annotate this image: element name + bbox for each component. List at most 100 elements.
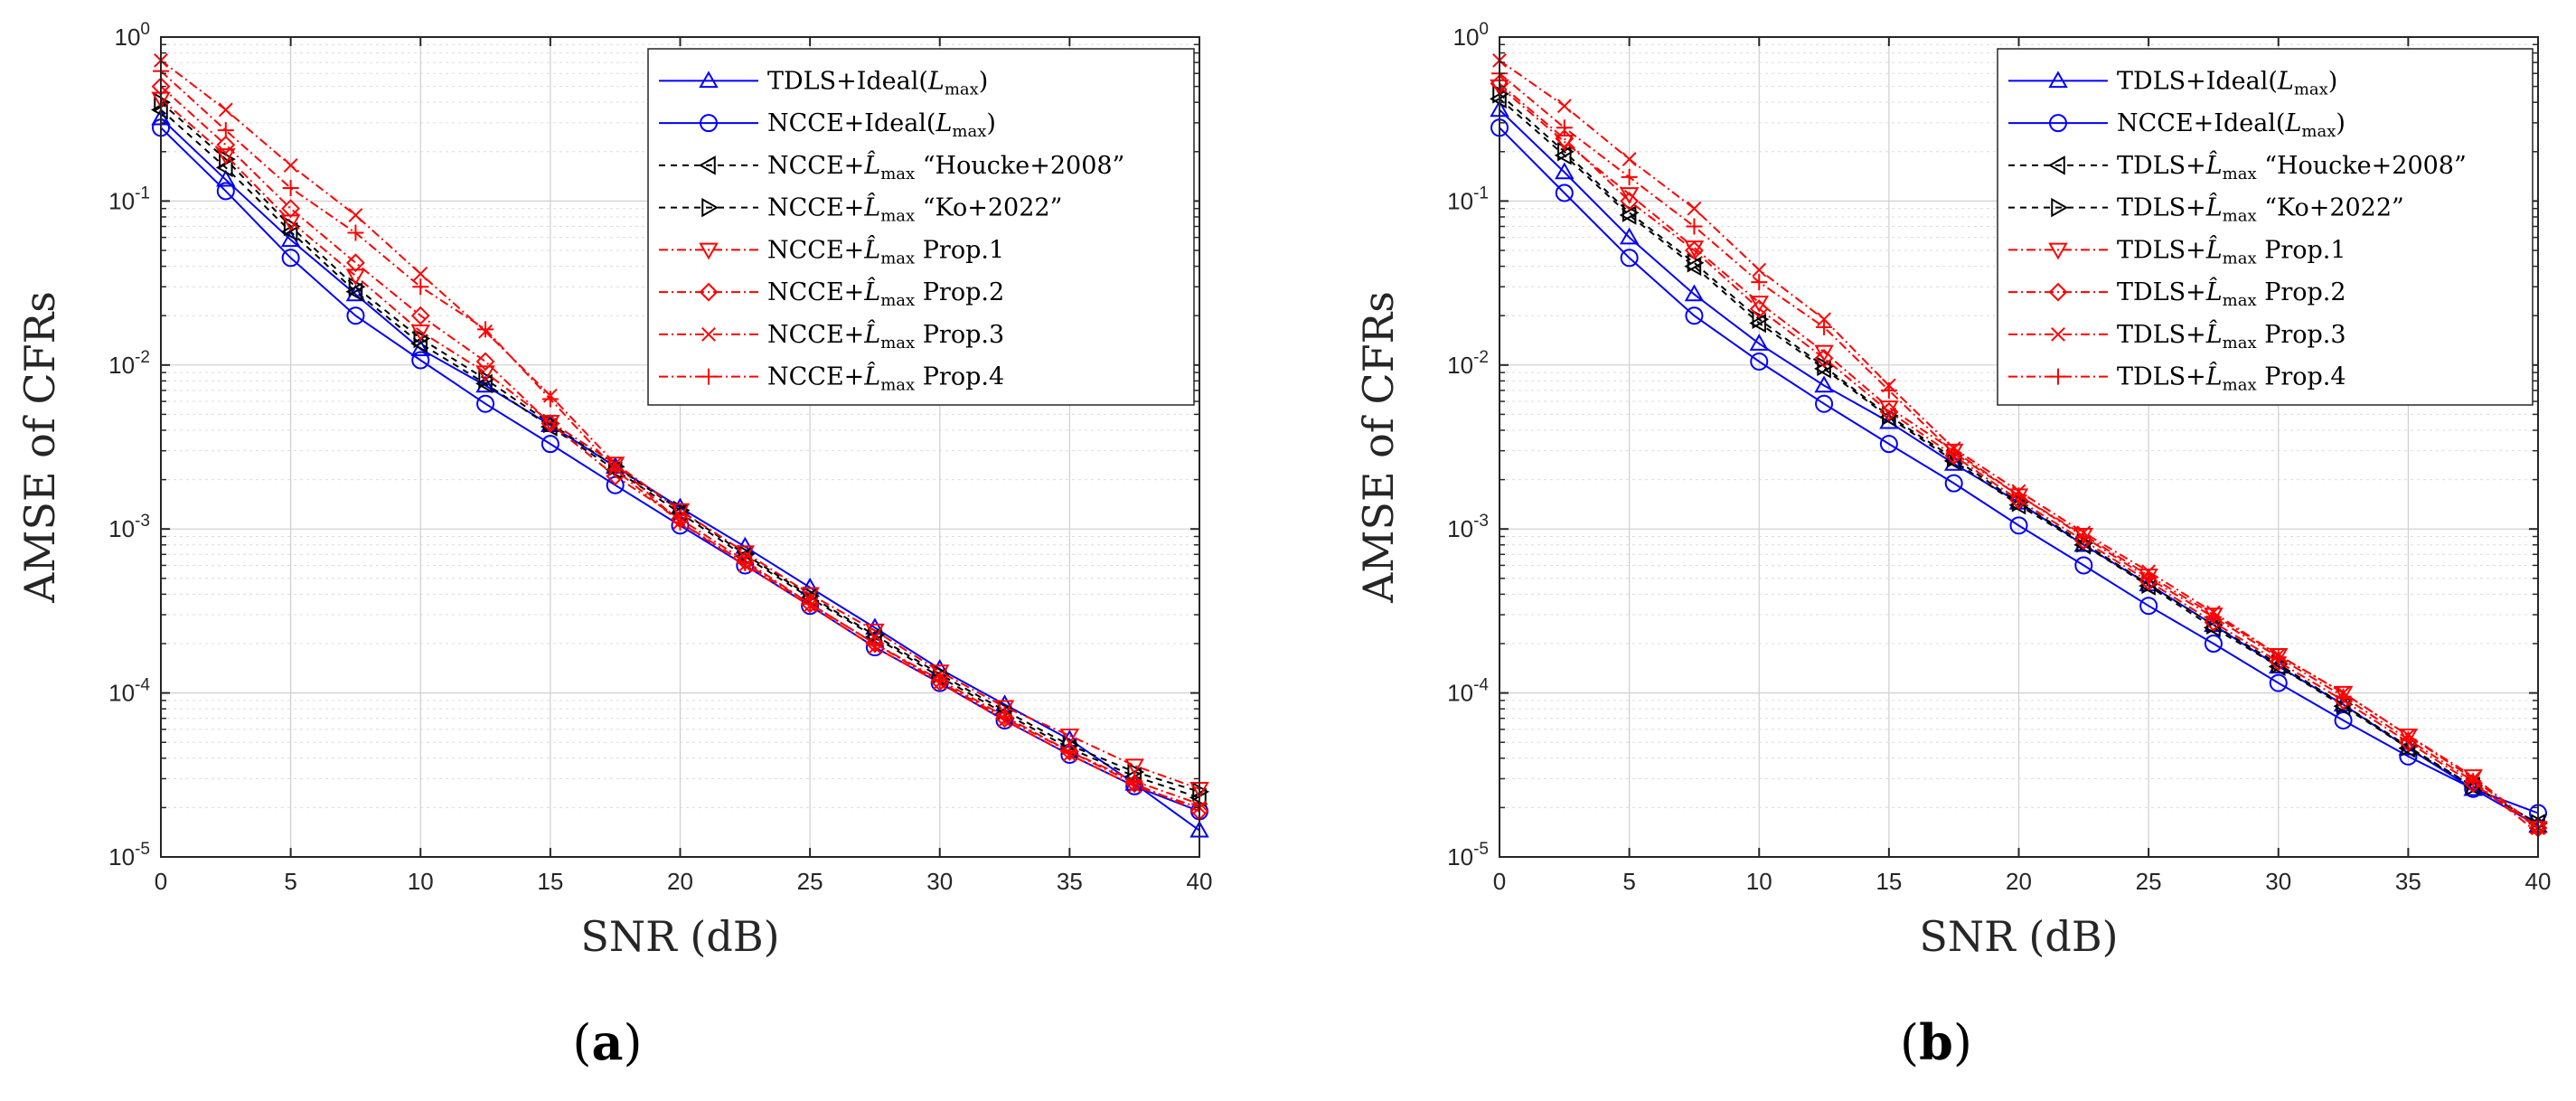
x-axis-label: SNR (dB): [1919, 912, 2118, 961]
legend-marker-6: [699, 282, 719, 302]
data-point-s5-9: [670, 503, 691, 521]
data-point-s5-11: [800, 587, 820, 605]
data-point-s6-5: [1749, 299, 1769, 319]
data-point-s4-6: [1817, 356, 1835, 377]
legend-label-2: NCCE+Ideal(Lmax): [767, 109, 996, 141]
y-tick-label: 10-5: [108, 840, 150, 870]
x-tick-label: 5: [1622, 868, 1635, 895]
legend-label-1: TDLS+Ideal(Lmax): [2117, 67, 2337, 99]
chart-panel-2: 0 5 10 15 20 25 30 35 40 100 10-1 10-2 10-3 10-4 10-5 S…: [1354, 20, 2551, 1071]
panel-label: (b): [1900, 1013, 1972, 1071]
data-point-s7-2: [1556, 99, 1572, 114]
y-tick-label: 100: [115, 20, 151, 51]
data-point-s8-14: [2335, 688, 2352, 705]
panel-label: (a): [572, 1013, 642, 1071]
data-point-s6-8: [606, 466, 625, 486]
data-point-s5-14: [2333, 685, 2354, 703]
data-point-s8-3: [282, 180, 299, 197]
data-point-s8-3: [1621, 168, 1638, 185]
data-point-s2-5: [1750, 352, 1769, 371]
data-point-s2-11: [2139, 597, 2158, 616]
data-point-s5-16: [2463, 769, 2483, 786]
data-point-s2-13: [2269, 673, 2288, 692]
x-tick-label: 30: [926, 868, 953, 895]
data-point-s8-10: [737, 554, 754, 571]
data-point-s6-2: [1555, 129, 1575, 148]
data-point-s8-2: [217, 122, 234, 139]
series-group: [1489, 52, 2549, 842]
data-point-s7-3: [283, 158, 298, 173]
x-tick-label: 20: [2006, 868, 2032, 895]
data-point-s8-2: [1556, 119, 1573, 136]
data-point-s8-10: [2075, 528, 2092, 545]
data-point-s8-9: [2010, 487, 2027, 504]
data-point-s1-3: [1619, 227, 1640, 245]
data-point-s5-6: [475, 365, 495, 383]
y-tick-label: 10-2: [108, 348, 150, 379]
x-axis-label: SNR (dB): [580, 912, 779, 961]
data-point-s8-4: [1686, 218, 1703, 235]
data-point-s8-5: [412, 278, 429, 296]
data-point-s6-3: [1620, 191, 1640, 211]
data-point-s3-4: [1684, 256, 1702, 277]
data-point-s8-15: [1061, 743, 1078, 760]
legend-box: [647, 48, 1195, 406]
data-point-s8-13: [2270, 649, 2287, 666]
data-point-s6-7: [541, 414, 560, 433]
y-tick-label: 10-5: [1447, 840, 1489, 870]
y-tick-label: 10-4: [108, 676, 150, 707]
data-point-s8-13: [931, 672, 948, 689]
x-tick-label: 35: [1057, 868, 1083, 895]
y-tick-label: 10-3: [108, 512, 150, 542]
y-tick-label: 10-3: [1447, 512, 1489, 542]
data-point-s5-3: [1619, 187, 1640, 204]
legend-label-7: TDLS+L̂max Prop.3: [2117, 319, 2346, 353]
y-axis-label: AMSE of CFRs: [1354, 291, 1403, 604]
x-tick-label: 25: [2136, 868, 2162, 895]
y-tick-label: 10-1: [1447, 184, 1489, 214]
legend-marker-1: [699, 71, 719, 89]
series-line-6: [1499, 82, 2539, 829]
data-point-s8-7: [541, 391, 559, 408]
legend-label-8: TDLS+L̂max Prop.4: [2117, 362, 2346, 395]
data-point-s2-5: [411, 351, 430, 370]
series-line-5: [1499, 85, 2539, 829]
data-point-s5-12: [865, 623, 885, 641]
legend-marker-8: [2050, 368, 2066, 385]
data-point-s2-3: [281, 249, 300, 268]
legend-label-1: TDLS+Ideal(Lmax): [767, 67, 988, 99]
data-point-s2-12: [2204, 634, 2223, 653]
data-point-s6-6: [475, 352, 495, 372]
data-point-s2-10: [2074, 556, 2093, 575]
x-tick-label: 40: [1187, 868, 1213, 895]
data-point-s7-3: [1622, 152, 1637, 167]
legend-label-3: TDLS+L̂max “Houcke+2008”: [2117, 150, 2467, 184]
legend-marker-1: [2048, 71, 2068, 89]
legend-label-6: NCCE+L̂max Prop.2: [767, 277, 1004, 310]
data-point-s8-7: [1880, 381, 1897, 399]
legend-label-5: NCCE+L̂max Prop.1: [767, 234, 1004, 268]
data-point-s7-5: [413, 266, 428, 281]
data-point-s6-4: [346, 253, 365, 273]
legend-label-4: NCCE+L̂max “Ko+2022”: [767, 193, 1062, 226]
data-point-s7-2: [218, 102, 233, 118]
data-point-s8-12: [2205, 608, 2222, 626]
legend-marker-2: [2049, 114, 2067, 133]
x-tick-label: 10: [408, 868, 434, 895]
data-point-s5-13: [930, 664, 950, 682]
data-point-s4-3: [283, 216, 301, 237]
legend-marker-2: [700, 114, 718, 133]
x-tick-label: 15: [1876, 868, 1902, 895]
data-point-s8-16: [2465, 773, 2482, 790]
legend-marker-4: [2051, 197, 2069, 218]
data-point-s3-3: [1619, 205, 1637, 225]
data-point-s8-4: [347, 224, 364, 241]
data-point-s2-3: [1620, 249, 1639, 268]
legend-label-8: NCCE+L̂max Prop.4: [767, 362, 1004, 395]
data-point-s2-7: [1879, 435, 1898, 454]
legend-marker-8: [700, 368, 717, 385]
data-point-s5-10: [735, 545, 756, 563]
y-tick-label: 10-1: [108, 184, 150, 214]
data-point-s6-7: [1879, 401, 1899, 421]
